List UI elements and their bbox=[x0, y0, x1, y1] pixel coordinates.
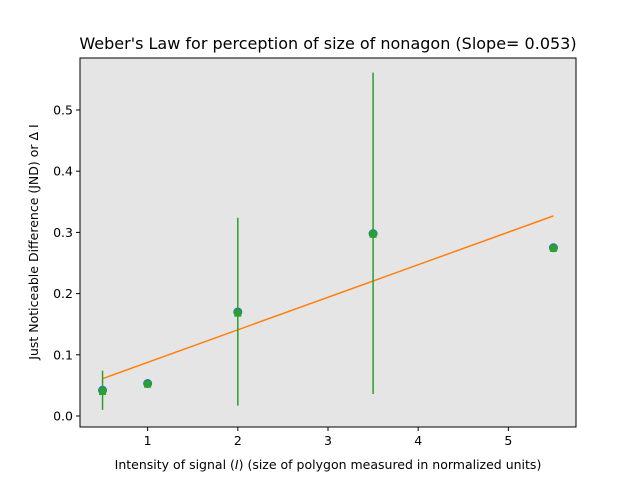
x-tick-label: 4 bbox=[414, 433, 422, 448]
y-tick-label: 0.3 bbox=[53, 225, 73, 240]
data-point-square bbox=[144, 380, 152, 388]
x-tick-label: 5 bbox=[504, 433, 512, 448]
y-axis-label: Just Noticeable Difference (JND) or Δ I bbox=[26, 124, 41, 360]
chart-marks bbox=[98, 72, 558, 410]
x-tick-label: 1 bbox=[144, 433, 152, 448]
x-axis-label: Intensity of signal (I) (size of polygon… bbox=[115, 457, 542, 472]
y-tick-label: 0.5 bbox=[53, 103, 73, 118]
chart-title: Weber's Law for perception of size of no… bbox=[79, 34, 576, 53]
plot-area bbox=[80, 58, 576, 427]
x-axis-ticks: 1 2 3 4 5 bbox=[144, 427, 512, 448]
fit-line bbox=[102, 215, 554, 380]
y-tick-label: 0.0 bbox=[53, 408, 73, 423]
data-point-square bbox=[549, 244, 557, 252]
y-tick-label: 0.2 bbox=[53, 286, 73, 301]
y-tick-label: 0.1 bbox=[53, 347, 73, 362]
data-point-square bbox=[369, 230, 377, 238]
data-point-square bbox=[99, 388, 107, 396]
x-tick-label: 2 bbox=[234, 433, 242, 448]
data-point-square bbox=[234, 309, 242, 317]
y-axis-ticks: 0.0 0.1 0.2 0.3 0.4 0.5 bbox=[53, 103, 80, 423]
y-tick-label: 0.4 bbox=[53, 164, 73, 179]
x-tick-label: 3 bbox=[324, 433, 332, 448]
